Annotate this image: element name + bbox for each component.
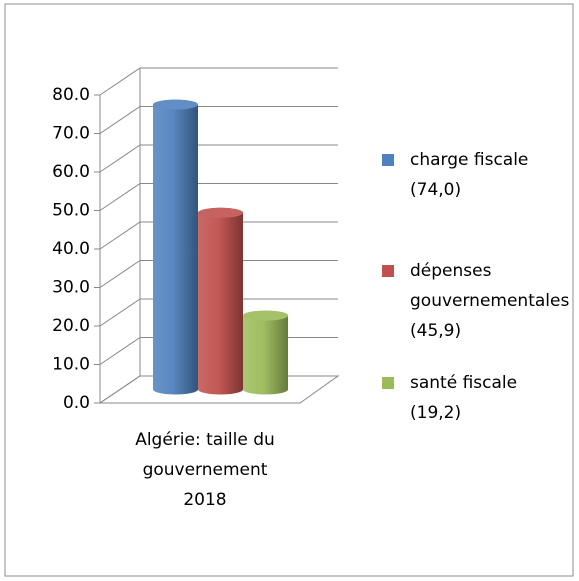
x-category-label: Algérie: taille du gouvernement 2018 <box>135 430 275 510</box>
bar <box>198 207 243 395</box>
grid-line <box>99 67 338 96</box>
grid-line <box>99 221 338 250</box>
grid-line <box>99 106 338 134</box>
grid-line <box>99 260 338 288</box>
y-tick-label: 30.0 <box>52 278 90 298</box>
legend-swatch <box>382 265 394 277</box>
y-tick-label: 60.0 <box>52 162 90 182</box>
legend-label: charge fiscale (74,0) <box>410 150 529 200</box>
y-tick-label: 10.0 <box>52 355 90 375</box>
bar <box>153 99 198 395</box>
legend-swatch <box>382 154 394 166</box>
bar-top <box>243 310 288 321</box>
bar-top <box>198 207 243 218</box>
grid-line <box>99 298 338 327</box>
grid-line <box>99 144 338 173</box>
y-tick-label: 50.0 <box>52 201 90 221</box>
grid-line <box>99 183 338 211</box>
legend-label: santé fiscale (19,2) <box>410 373 518 423</box>
bar-top <box>153 99 198 110</box>
legend-swatch <box>382 377 394 389</box>
y-tick-label: 80.0 <box>52 85 90 105</box>
legend-label: dépenses gouvernementales (45,9) <box>410 261 570 341</box>
y-tick-label: 20.0 <box>52 316 90 336</box>
y-tick-label: 0.0 <box>63 393 90 413</box>
y-tick-label: 40.0 <box>52 239 90 259</box>
bar <box>243 310 288 395</box>
y-tick-label: 70.0 <box>52 124 90 144</box>
